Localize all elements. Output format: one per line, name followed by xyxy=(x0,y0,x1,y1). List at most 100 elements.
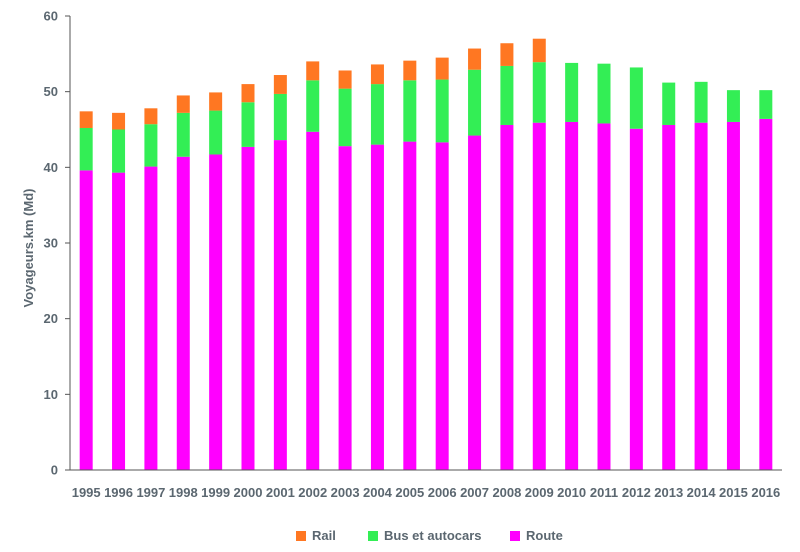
bar-bus-et-autocars-2010 xyxy=(565,62,579,122)
legend-swatch xyxy=(510,530,520,541)
bar-rail-1995 xyxy=(79,111,93,128)
x-tick-label: 2007 xyxy=(460,485,489,500)
y-tick-label: 60 xyxy=(44,9,58,24)
legend-label: Bus et autocars xyxy=(384,528,482,543)
x-tick-label: 2008 xyxy=(492,485,521,500)
bar-route-2005 xyxy=(403,141,417,471)
bar-bus-et-autocars-2014 xyxy=(694,81,708,123)
y-axis-label: Voyageurs.km (Md) xyxy=(21,189,36,308)
x-tick-label: 2011 xyxy=(590,485,618,500)
bar-rail-2006 xyxy=(435,57,449,80)
bar-bus-et-autocars-2013 xyxy=(662,82,676,125)
bar-rail-1997 xyxy=(144,108,158,125)
bar-route-2011 xyxy=(597,123,611,470)
x-tick-label: 2012 xyxy=(622,485,651,500)
x-tick-label: 1998 xyxy=(169,485,198,500)
x-tick-label: 2006 xyxy=(428,485,457,500)
bar-bus-et-autocars-1997 xyxy=(144,124,158,167)
legend-item-bus-et-autocars: Bus et autocars xyxy=(368,528,482,543)
bar-bus-et-autocars-2012 xyxy=(629,67,643,129)
bar-route-2004 xyxy=(370,144,384,470)
bar-rail-1998 xyxy=(176,95,190,113)
x-tick-label: 1997 xyxy=(136,485,165,500)
y-tick-label: 20 xyxy=(44,311,58,326)
bar-rail-2002 xyxy=(306,61,320,81)
bar-route-1997 xyxy=(144,166,158,470)
legend-label: Rail xyxy=(312,528,336,543)
bar-route-2015 xyxy=(726,121,740,471)
legend-item-route: Route xyxy=(510,528,563,543)
bar-rail-2007 xyxy=(468,48,482,70)
legend-item-rail: Rail xyxy=(296,528,336,543)
y-tick-label: 40 xyxy=(44,160,58,175)
x-tick-label: 2001 xyxy=(266,485,295,500)
bar-bus-et-autocars-1999 xyxy=(209,110,223,155)
bar-rail-1999 xyxy=(209,92,223,111)
bar-route-2009 xyxy=(532,122,546,470)
bar-bus-et-autocars-2006 xyxy=(435,79,449,143)
bar-bus-et-autocars-1996 xyxy=(112,129,126,173)
bar-bus-et-autocars-2011 xyxy=(597,63,611,124)
bar-bus-et-autocars-2007 xyxy=(468,69,482,136)
bar-bus-et-autocars-2000 xyxy=(241,102,255,147)
bar-route-1998 xyxy=(176,156,190,471)
bar-rail-2005 xyxy=(403,60,417,81)
bar-bus-et-autocars-1995 xyxy=(79,127,93,171)
bar-route-2012 xyxy=(629,128,643,471)
bar-route-2010 xyxy=(565,121,579,471)
bar-rail-2000 xyxy=(241,84,255,103)
bar-route-1995 xyxy=(79,170,93,471)
legend-swatch xyxy=(296,530,306,541)
bar-route-2001 xyxy=(273,140,287,470)
x-tick-label: 1996 xyxy=(104,485,133,500)
bar-bus-et-autocars-1998 xyxy=(176,112,190,157)
x-tick-label: 2003 xyxy=(331,485,360,500)
bar-route-2013 xyxy=(662,124,676,471)
bar-route-2002 xyxy=(306,131,320,470)
x-tick-label: 2014 xyxy=(687,485,717,500)
y-axis: 0 10 20 30 40 50 60 xyxy=(44,9,71,478)
bar-rail-2004 xyxy=(370,64,384,85)
bar-route-2000 xyxy=(241,146,255,470)
bar-route-1996 xyxy=(112,172,126,470)
x-tick-label: 2013 xyxy=(654,485,683,500)
bar-route-2016 xyxy=(759,118,773,470)
y-tick-label: 30 xyxy=(44,236,58,251)
x-tick-label: 2016 xyxy=(751,485,780,500)
y-tick-label: 0 xyxy=(51,463,58,478)
bar-bus-et-autocars-2002 xyxy=(306,80,320,132)
x-tick-label: 2004 xyxy=(363,485,393,500)
bar-bus-et-autocars-2005 xyxy=(403,80,417,142)
x-tick-label: 2009 xyxy=(525,485,554,500)
legend: Rail Bus et autocars Route xyxy=(0,528,800,548)
x-axis: 1995 1996 1997 1998 1999 2000 2001 2002 2003 2004… xyxy=(70,469,782,500)
bar-route-2003 xyxy=(338,146,352,470)
bar-route-1999 xyxy=(209,154,223,470)
x-tick-label: 2000 xyxy=(234,485,263,500)
x-tick-label: 1999 xyxy=(201,485,230,500)
bar-rail-1996 xyxy=(112,112,126,130)
bar-route-2007 xyxy=(468,135,482,471)
legend-swatch xyxy=(368,530,378,541)
bar-rail-2008 xyxy=(500,43,514,66)
x-tick-label: 2015 xyxy=(719,485,748,500)
bars-layer xyxy=(79,38,773,471)
y-tick-label: 50 xyxy=(44,84,58,99)
x-tick-label: 2005 xyxy=(395,485,424,500)
x-tick-label: 2010 xyxy=(557,485,586,500)
bar-bus-et-autocars-2003 xyxy=(338,88,352,147)
x-tick-label: 2002 xyxy=(298,485,327,500)
legend-label: Route xyxy=(526,528,563,543)
bar-bus-et-autocars-2009 xyxy=(532,62,546,123)
y-tick-label: 10 xyxy=(44,387,58,402)
bar-route-2014 xyxy=(694,122,708,470)
bar-bus-et-autocars-2001 xyxy=(273,93,287,141)
bar-rail-2009 xyxy=(532,38,546,63)
bar-rail-2001 xyxy=(273,75,287,94)
bar-route-2008 xyxy=(500,124,514,471)
bar-bus-et-autocars-2016 xyxy=(759,90,773,119)
bar-bus-et-autocars-2008 xyxy=(500,65,514,125)
bar-route-2006 xyxy=(435,142,449,471)
x-tick-label: 1995 xyxy=(72,485,101,500)
